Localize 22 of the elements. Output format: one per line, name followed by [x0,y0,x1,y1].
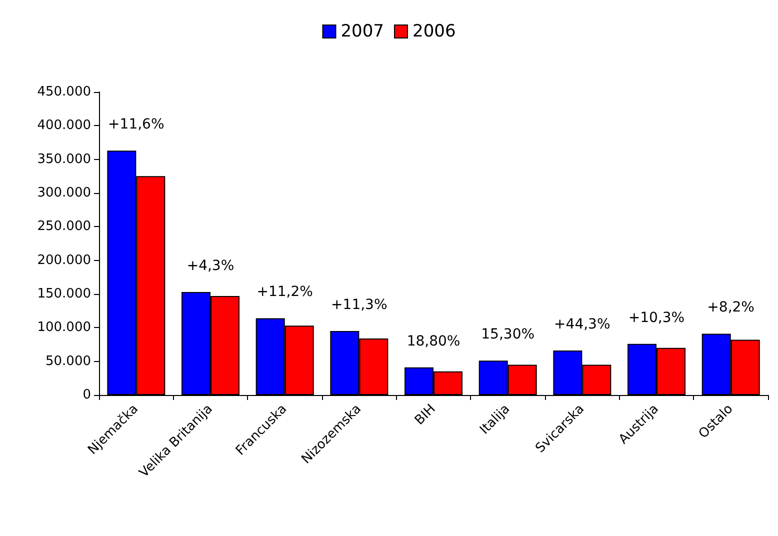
y-tick-label: 450.000 [37,84,91,100]
x-tick-label: BIH [412,402,439,428]
legend-label: 2007 [340,22,384,42]
y-tick-label: 200.000 [37,252,91,268]
y-tick-label: 50.000 [46,354,91,369]
annotation: 18,80% [406,333,460,350]
annotation: +8,2% [707,300,754,316]
y-tick-label: 300.000 [37,186,91,200]
y-tick-label: 350.000 [37,152,91,167]
annotation: +4,3% [186,258,234,274]
legend-label: 2006 [412,22,456,42]
y-tick-label: 100.000 [37,320,91,336]
annotation: +11,6% [108,116,164,133]
y-tick-label: 150.000 [37,286,91,302]
annotation: +11,2% [256,284,313,300]
annotation: 15,30% [481,326,535,343]
annotation: +11,3% [331,297,388,314]
y-tick-label: 0 [82,388,91,402]
annotation: +10,3% [628,310,685,326]
annotation: +44,3% [554,316,610,333]
y-tick-label: 250.000 [37,219,91,234]
y-tick-label: 400.000 [37,118,91,134]
